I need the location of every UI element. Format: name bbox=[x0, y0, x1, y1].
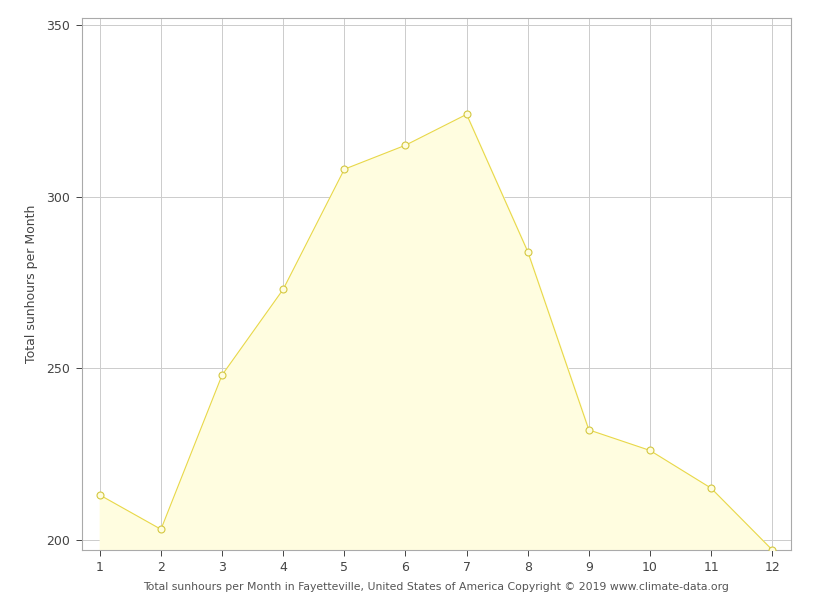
Y-axis label: Total sunhours per Month: Total sunhours per Month bbox=[25, 205, 38, 364]
X-axis label: Total sunhours per Month in Fayetteville, United States of America Copyright © 2: Total sunhours per Month in Fayetteville… bbox=[143, 582, 729, 592]
